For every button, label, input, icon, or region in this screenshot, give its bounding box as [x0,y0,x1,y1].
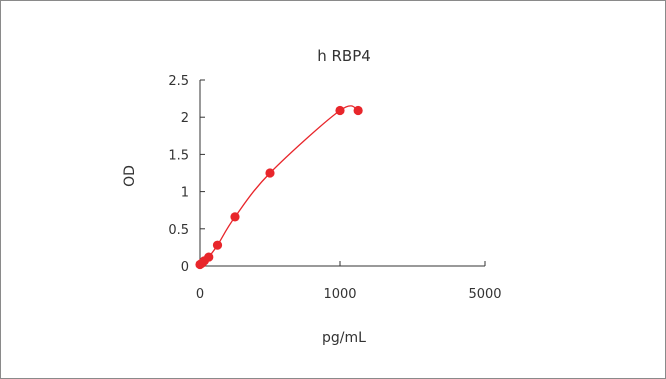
data-point [212,240,223,250]
y-tick-label: 2.5 [168,74,189,89]
data-point [204,252,214,262]
y-tick-label: 0 [181,260,189,275]
y-tick-label: 2 [181,111,189,126]
chart-title: h RBP4 [317,47,371,65]
data-point [353,105,363,116]
fit-curve-line [199,105,359,266]
x-axis-label: pg/mL [322,330,366,346]
x-tick-label: 5000 [468,287,501,302]
x-tick-label: 0 [196,287,204,302]
y-axis-label: OD [122,165,138,187]
y-tick-label: 1 [181,186,189,201]
fit-curve [199,105,359,266]
y-tick-label: 1.5 [168,148,189,163]
y-tick-label: 0.5 [168,223,189,238]
data-point [265,168,275,178]
x-tick-label: 1000 [323,287,356,302]
tick-labels: 0 0.5 1 1.5 2 2.5 0 1000 5000 [168,74,501,302]
data-point [335,105,345,116]
data-point [230,212,240,222]
data-points [195,105,363,270]
